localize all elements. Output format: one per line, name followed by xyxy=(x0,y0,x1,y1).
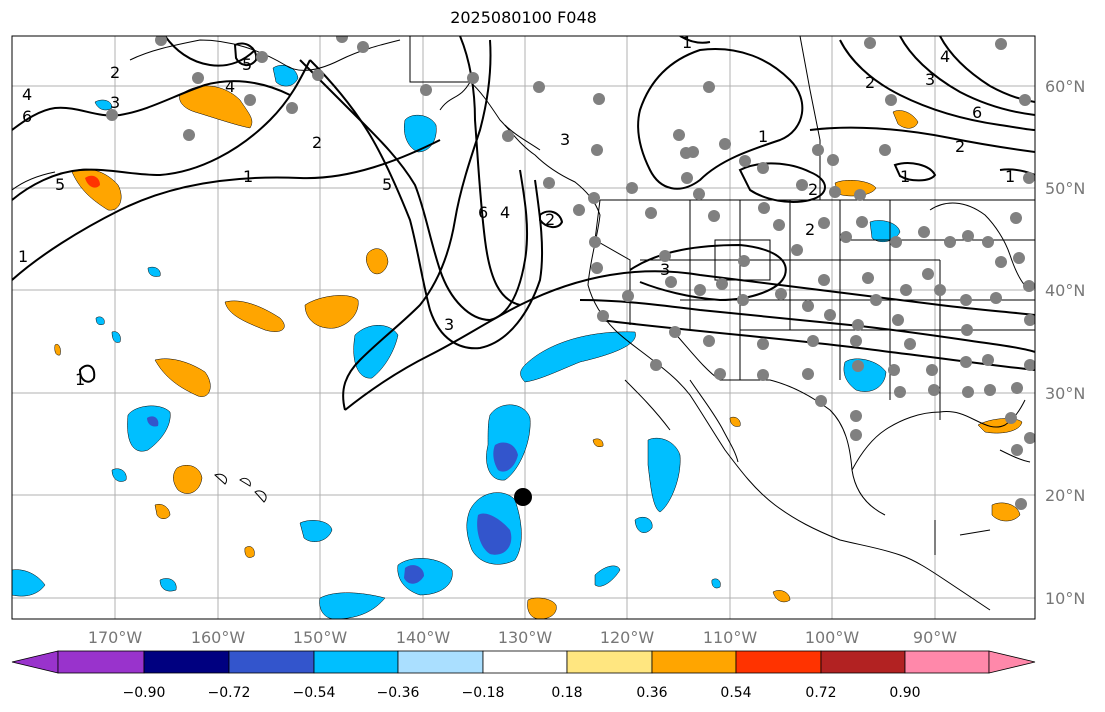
colorbar-segment xyxy=(57,650,145,674)
y-tick-label: 30°N xyxy=(1045,384,1085,403)
y-tick-label: 60°N xyxy=(1045,77,1085,96)
contour-label: 4 xyxy=(940,47,950,66)
x-tick-label: 160°W xyxy=(191,628,246,647)
colorbar-segment xyxy=(904,650,990,674)
colorbar-labels: −0.90 −0.72 −0.54 −0.36 −0.18 0.18 0.36 … xyxy=(123,685,921,701)
contour-label: 6 xyxy=(22,107,32,126)
contour-label: 3 xyxy=(925,70,935,89)
colorbar-segment xyxy=(397,650,484,674)
colorbar-segment xyxy=(820,650,906,674)
colorbar xyxy=(11,650,1036,674)
contour-label: 4 xyxy=(22,85,32,104)
contour-label: 1 xyxy=(758,127,768,146)
contour-lines xyxy=(12,36,1035,411)
colorbar-segment xyxy=(651,650,737,674)
x-tick-label: 140°W xyxy=(396,628,451,647)
colorbar-label: −0.54 xyxy=(293,685,336,701)
plot-border xyxy=(11,35,1036,620)
contour-label: 4 xyxy=(500,203,510,222)
contour-label: 6 xyxy=(972,103,982,122)
contour-label: 1 xyxy=(682,33,692,52)
colorbar-label: 0.36 xyxy=(636,685,667,701)
colorbar-segment xyxy=(735,650,822,674)
x-tick-label: 130°W xyxy=(498,628,553,647)
contour-label: 2 xyxy=(312,133,322,152)
contour-label: 3 xyxy=(444,315,454,334)
contour-label: 2 xyxy=(805,220,815,239)
x-tick-label: 90°W xyxy=(913,628,957,647)
contour-label: 1 xyxy=(243,167,253,186)
contour-label-group: 2 4 6 3 5 1 4 5 2 5 6 4 3 2 3 3 1 1 2 2 … xyxy=(18,33,1015,389)
contour-label: 2 xyxy=(955,137,965,156)
strong-positive-shading xyxy=(85,175,100,188)
x-tick-label: 120°W xyxy=(600,628,655,647)
map-title: 2025080100 F048 xyxy=(450,8,597,27)
y-tick-label: 20°N xyxy=(1045,486,1085,505)
x-tick-label: 100°W xyxy=(805,628,860,647)
colorbar-label: −0.72 xyxy=(208,685,251,701)
colorbar-segment xyxy=(228,650,315,674)
contour-label: 1 xyxy=(18,247,28,266)
target-marker xyxy=(514,488,532,506)
colorbar-segment xyxy=(313,650,399,674)
x-tick-label: 110°W xyxy=(703,628,758,647)
colorbar-label: 0.90 xyxy=(889,685,920,701)
contour-label: 6 xyxy=(478,203,488,222)
contour-label: 3 xyxy=(560,130,570,149)
contour-label: 2 xyxy=(808,180,818,199)
contour-label: 4 xyxy=(225,77,235,96)
contour-label: 5 xyxy=(382,175,392,194)
grid-lines xyxy=(12,36,1035,619)
colorbar-label: 0.72 xyxy=(805,685,836,701)
contour-label: 3 xyxy=(110,93,120,112)
contour-label: 2 xyxy=(865,73,875,92)
colorbar-label: −0.18 xyxy=(462,685,505,701)
y-axis-labels: 60°N 50°N 40°N 30°N 20°N 10°N xyxy=(1045,77,1085,608)
y-tick-label: 40°N xyxy=(1045,281,1085,300)
colorbar-segment xyxy=(566,650,653,674)
coastlines xyxy=(12,36,1035,611)
colorbar-label: −0.90 xyxy=(123,685,166,701)
x-tick-label: 170°W xyxy=(88,628,143,647)
y-tick-label: 10°N xyxy=(1045,589,1085,608)
colorbar-label: −0.36 xyxy=(377,685,420,701)
contour-label: 1 xyxy=(1005,167,1015,186)
colorbar-low-extend xyxy=(11,650,59,674)
contour-label: 5 xyxy=(55,175,65,194)
colorbar-label: 0.18 xyxy=(551,685,582,701)
x-axis-labels: 170°W 160°W 150°W 140°W 130°W 120°W 110°… xyxy=(88,628,957,647)
colorbar-segment xyxy=(143,650,230,674)
contour-label: 2 xyxy=(545,210,555,229)
contour-label: 3 xyxy=(660,260,670,279)
station-markers xyxy=(106,36,1035,510)
contour-label: 1 xyxy=(900,167,910,186)
strong-negative-shading xyxy=(147,416,518,584)
y-tick-label: 50°N xyxy=(1045,179,1085,198)
x-tick-label: 150°W xyxy=(293,628,348,647)
contour-label: 5 xyxy=(242,55,252,74)
contour-label: 1 xyxy=(75,370,85,389)
contour-label: 2 xyxy=(110,63,120,82)
colorbar-high-extend xyxy=(988,650,1036,674)
colorbar-label: 0.54 xyxy=(720,685,751,701)
colorbar-segment xyxy=(482,650,568,674)
